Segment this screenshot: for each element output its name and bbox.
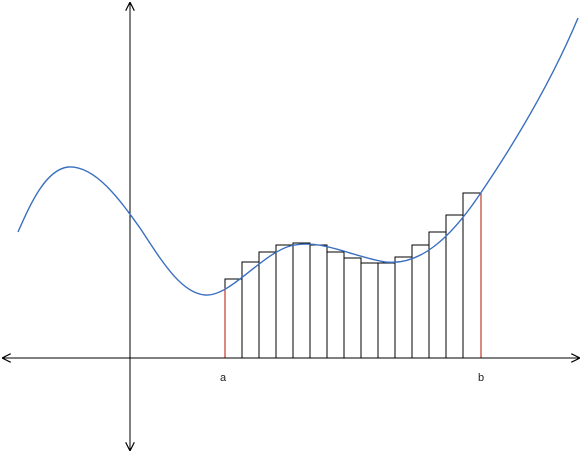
riemann-rectangle-1 xyxy=(224,278,243,359)
riemann-rectangle-13 xyxy=(428,231,447,359)
riemann-rectangle-3 xyxy=(258,251,277,359)
riemann-rectangle-4 xyxy=(275,244,294,359)
riemann-rectangle-15 xyxy=(462,192,482,359)
riemann-rectangle-5 xyxy=(292,242,311,359)
riemann-rectangle-10 xyxy=(377,262,396,359)
riemann-rectangle-14 xyxy=(445,214,464,359)
function-curve xyxy=(17,17,579,296)
riemann-rectangle-11 xyxy=(394,256,413,359)
riemann-rectangle-8 xyxy=(343,257,362,359)
label-a: a xyxy=(220,372,227,384)
riemann-rectangle-9 xyxy=(360,262,379,359)
riemann-rectangle-7 xyxy=(326,251,345,359)
label-b: b xyxy=(478,372,484,384)
riemann-rectangle-12 xyxy=(411,244,430,359)
riemann-rectangle-2 xyxy=(241,261,260,359)
riemann-rectangles xyxy=(224,192,482,359)
riemann-rectangle-6 xyxy=(309,244,328,359)
